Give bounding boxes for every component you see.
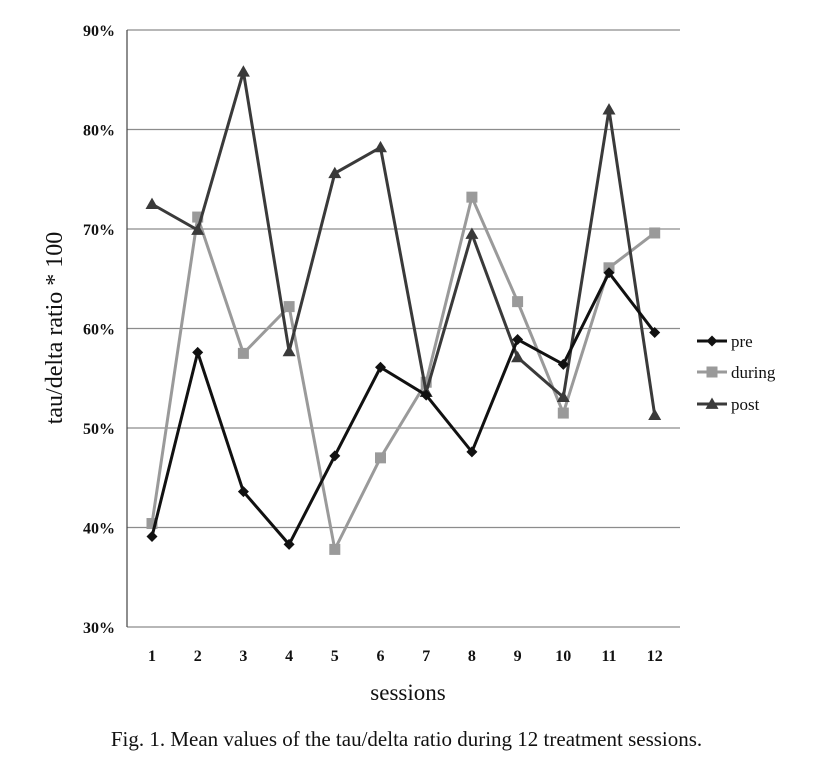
legend-marker-pre <box>706 335 718 347</box>
series-group <box>145 65 662 555</box>
legend-item-pre: pre <box>697 332 753 351</box>
series-line-pre <box>150 269 656 548</box>
data-point-during <box>512 296 524 308</box>
y-tick-labels: 30% 40% 50% 60% 70% 80% 90% <box>83 23 115 637</box>
legend-marker-during <box>706 366 718 378</box>
data-point-during <box>420 376 432 388</box>
series-during <box>146 191 661 555</box>
data-point-pre <box>146 530 158 542</box>
data-point-pre <box>329 450 341 462</box>
series-pre <box>146 267 661 550</box>
x-tick-label: 1 <box>148 648 156 665</box>
x-tick-label: 6 <box>377 648 385 665</box>
y-axis-title: tau/delta ratio * 100 <box>42 232 68 425</box>
data-point-pre <box>603 267 615 279</box>
data-point-post <box>236 65 250 77</box>
x-tick-label: 4 <box>285 648 293 665</box>
y-tick-label: 90% <box>83 23 115 40</box>
legend: pre during post <box>697 332 776 414</box>
data-point-during <box>557 407 569 419</box>
x-tick-label: 9 <box>514 648 522 665</box>
data-point-pre <box>466 446 478 458</box>
x-tick-label: 11 <box>601 648 616 665</box>
figure-caption: Fig. 1. Mean values of the tau/delta rat… <box>110 727 703 751</box>
data-point-pre <box>283 538 295 550</box>
legend-marker-post <box>705 397 719 409</box>
legend-label-during: during <box>731 363 776 382</box>
data-point-during <box>375 452 386 464</box>
data-point-post <box>556 390 570 403</box>
legend-item-post: post <box>697 395 760 414</box>
y-tick-label: 30% <box>83 620 115 637</box>
data-point-during <box>283 301 295 313</box>
data-point-during <box>649 227 661 239</box>
x-tick-labels: 1 2 3 4 5 6 7 8 9 10 11 12 <box>148 648 663 665</box>
data-point-pre <box>237 486 249 498</box>
data-point-pre <box>649 326 661 338</box>
x-tick-label: 7 <box>422 648 430 665</box>
data-point-post <box>648 408 662 420</box>
data-point-post <box>328 166 342 179</box>
x-tick-label: 10 <box>555 648 571 665</box>
data-point-post <box>191 223 205 235</box>
data-point-during <box>466 191 478 203</box>
y-tick-label: 70% <box>83 222 115 239</box>
data-point-post <box>282 344 296 357</box>
x-tick-label: 8 <box>468 648 476 665</box>
x-tick-label: 5 <box>331 648 339 665</box>
y-tick-label: 80% <box>83 123 115 140</box>
legend-item-during: during <box>697 363 776 382</box>
series-post <box>145 65 662 420</box>
data-point-during <box>192 211 204 223</box>
data-point-post <box>602 103 616 115</box>
data-point-post <box>511 350 525 363</box>
data-point-post <box>145 197 159 209</box>
legend-label-pre: pre <box>731 332 753 351</box>
x-tick-label: 3 <box>239 648 247 665</box>
data-point-pre <box>512 333 524 345</box>
x-axis-title: sessions <box>370 680 445 705</box>
x-tick-label: 2 <box>194 648 202 665</box>
data-point-post <box>465 227 479 239</box>
data-point-pre <box>192 346 204 358</box>
data-point-post <box>374 140 387 153</box>
series-line-during <box>150 192 656 555</box>
legend-label-post: post <box>731 395 760 414</box>
y-tick-label: 50% <box>83 421 115 438</box>
data-point-during <box>146 518 158 530</box>
data-point-pre <box>557 358 569 370</box>
data-point-during <box>329 543 341 555</box>
data-point-pre <box>420 389 432 401</box>
data-point-pre <box>375 361 386 373</box>
y-tick-label: 40% <box>83 521 115 538</box>
x-tick-label: 12 <box>647 648 663 665</box>
y-tick-label: 60% <box>83 322 115 339</box>
grid-lines <box>127 29 680 628</box>
data-point-during <box>237 347 249 359</box>
